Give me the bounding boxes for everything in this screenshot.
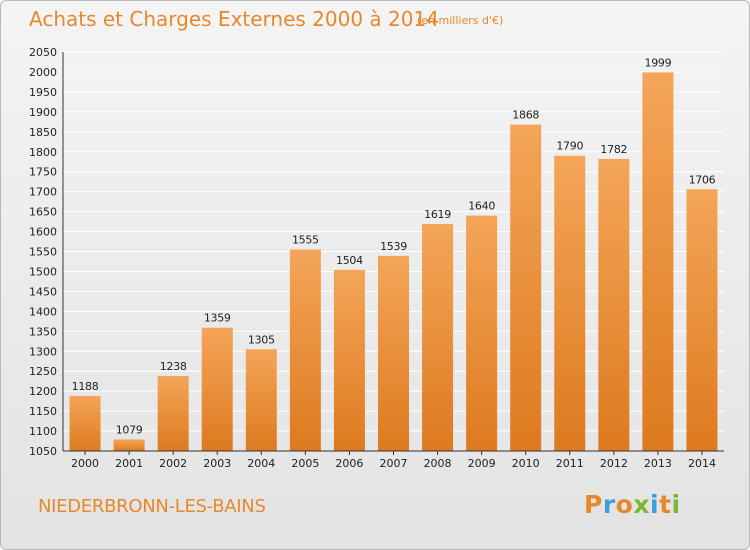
bar — [422, 223, 454, 451]
y-tick-label: 1350 — [29, 325, 57, 338]
bar — [466, 215, 498, 451]
y-tick-label: 1500 — [29, 265, 57, 278]
x-tick-label: 2005 — [291, 457, 319, 470]
y-tick-label: 1950 — [29, 86, 57, 99]
bar — [333, 269, 365, 451]
data-label: 1359 — [204, 312, 231, 325]
x-tick-label: 2008 — [424, 457, 452, 470]
data-label: 1868 — [512, 109, 539, 122]
x-tick-label: 2011 — [556, 457, 584, 470]
logo-letter: P — [584, 490, 603, 519]
y-tick-label: 2000 — [29, 66, 57, 79]
y-tick-label: 1150 — [29, 405, 57, 418]
bar — [201, 327, 233, 451]
y-tick-label: 1450 — [29, 285, 57, 298]
bar — [245, 349, 277, 451]
chart-subtitle: (en milliers d'€) — [417, 14, 504, 27]
x-tick-label: 2000 — [71, 457, 99, 470]
y-tick-label: 1200 — [29, 385, 57, 398]
x-axis: 2000 2001 2002 2003 2004 2005 2006 2007 2008 2009… — [63, 450, 724, 470]
y-tick-label: 1600 — [29, 226, 57, 239]
data-label: 1539 — [380, 240, 407, 253]
data-label: 1504 — [336, 254, 363, 267]
data-label: 1706 — [689, 173, 716, 186]
y-tick-label: 1750 — [29, 166, 57, 179]
logo-letter: i — [671, 490, 681, 519]
x-tick-label: 2001 — [115, 457, 143, 470]
y-tick-label: 1900 — [29, 106, 57, 119]
y-tick-label: 1250 — [29, 365, 57, 378]
data-label: 1555 — [292, 234, 319, 247]
logo-letter: i — [650, 490, 660, 519]
bar — [289, 249, 321, 451]
bar — [598, 158, 630, 451]
x-tick-label: 2006 — [335, 457, 363, 470]
data-label: 1790 — [556, 140, 583, 153]
bar — [378, 255, 409, 451]
logo-letter: x — [633, 490, 650, 519]
y-tick-label: 1800 — [29, 146, 57, 159]
logo-letter: t — [659, 490, 672, 519]
x-tick-label: 2013 — [644, 457, 672, 470]
y-tick-label: 1850 — [29, 126, 57, 139]
bar — [113, 439, 145, 451]
y-tick-label: 1700 — [29, 186, 57, 199]
bar — [686, 189, 718, 452]
y-tick-label: 1300 — [29, 345, 57, 358]
x-tick-label: 2007 — [380, 457, 408, 470]
x-tick-label: 2009 — [468, 457, 496, 470]
x-tick-label: 2010 — [512, 457, 540, 470]
data-label: 1079 — [116, 423, 143, 436]
y-tick-label: 1050 — [29, 445, 57, 458]
bar — [554, 155, 586, 452]
bar — [642, 72, 674, 451]
logo-letter: r — [602, 490, 616, 519]
commune-name: NIEDERBRONN-LES-BAINS — [38, 496, 266, 517]
y-tick-label: 1550 — [29, 246, 57, 259]
data-label: 1238 — [160, 360, 187, 373]
bar — [69, 395, 101, 451]
proxiti-logo[interactable]: Proxiti — [584, 490, 681, 519]
data-label: 1305 — [248, 333, 275, 346]
y-tick-label: 1400 — [29, 305, 57, 318]
data-label: 1999 — [645, 56, 672, 69]
y-axis: 1050 1100 1150 1200 1250 1300 1350 1400 1450 1500… — [29, 46, 64, 458]
x-tick-label: 2002 — [159, 457, 187, 470]
data-label: 1640 — [468, 200, 495, 213]
data-label: 1188 — [72, 380, 99, 393]
x-tick-label: 2012 — [600, 457, 628, 470]
data-label: 1619 — [424, 208, 451, 221]
x-tick-label: 2004 — [247, 457, 275, 470]
y-tick-label: 2050 — [29, 46, 57, 59]
logo-letter: o — [615, 490, 634, 519]
y-tick-label: 1100 — [29, 425, 57, 438]
chart-title: Achats et Charges Externes 2000 à 2014 — [29, 7, 439, 31]
x-tick-label: 2003 — [203, 457, 231, 470]
bars: 1188 1079 1238 1359 1305 1555 1504 1539 1619 1640… — [69, 56, 718, 452]
x-tick-label: 2014 — [688, 457, 716, 470]
bar — [157, 375, 189, 451]
y-tick-label: 1650 — [29, 206, 57, 219]
bar — [510, 124, 542, 452]
data-label: 1782 — [600, 143, 627, 156]
